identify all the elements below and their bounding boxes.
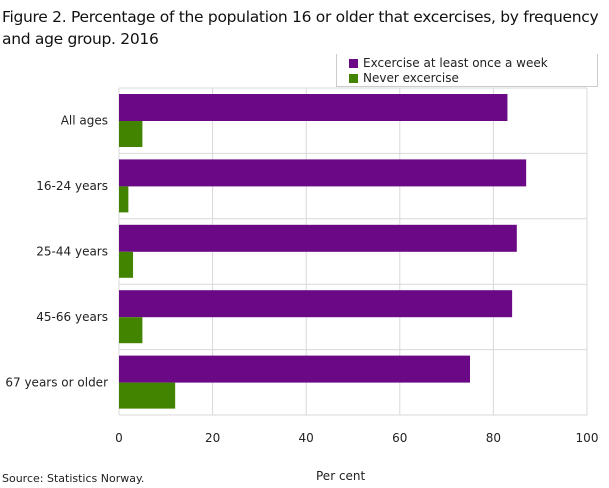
y-category-label: 16-24 years bbox=[36, 179, 108, 193]
bar-never bbox=[119, 251, 134, 278]
x-tick-label: 80 bbox=[486, 431, 501, 445]
bar-never bbox=[119, 382, 176, 409]
x-tick-label: 60 bbox=[392, 431, 407, 445]
bar-weekly bbox=[119, 290, 513, 318]
legend-label-weekly: Excercise at least once a week bbox=[363, 56, 548, 70]
y-category-label: 25-44 years bbox=[36, 245, 108, 259]
x-tick-label: 0 bbox=[115, 431, 123, 445]
x-tick-label: 100 bbox=[576, 431, 599, 445]
legend: Excercise at least once a week Never exc… bbox=[336, 54, 598, 87]
legend-label-never: Never excercise bbox=[363, 71, 459, 85]
bar-weekly bbox=[119, 224, 517, 252]
x-tick-label: 40 bbox=[299, 431, 314, 445]
y-category-label: 45-66 years bbox=[36, 310, 108, 324]
bar-never bbox=[119, 121, 143, 147]
source-note: Source: Statistics Norway. bbox=[2, 472, 145, 485]
bar-weekly bbox=[119, 94, 508, 121]
bar-weekly bbox=[119, 159, 527, 187]
bar-weekly bbox=[119, 355, 470, 383]
legend-item-weekly[interactable]: Excercise at least once a week bbox=[349, 56, 548, 70]
y-category-label: All ages bbox=[61, 114, 108, 128]
legend-swatch-weekly bbox=[349, 58, 358, 68]
legend-item-never[interactable]: Never excercise bbox=[349, 71, 459, 85]
x-tick-label: 20 bbox=[205, 431, 220, 445]
bar-never bbox=[119, 317, 143, 344]
legend-swatch-never bbox=[349, 73, 358, 83]
y-category-label: 67 years or older bbox=[5, 375, 108, 389]
bar-never bbox=[119, 186, 129, 213]
x-axis-label: Per cent bbox=[316, 469, 366, 483]
chart-title: Figure 2. Percentage of the population 1… bbox=[2, 8, 599, 48]
